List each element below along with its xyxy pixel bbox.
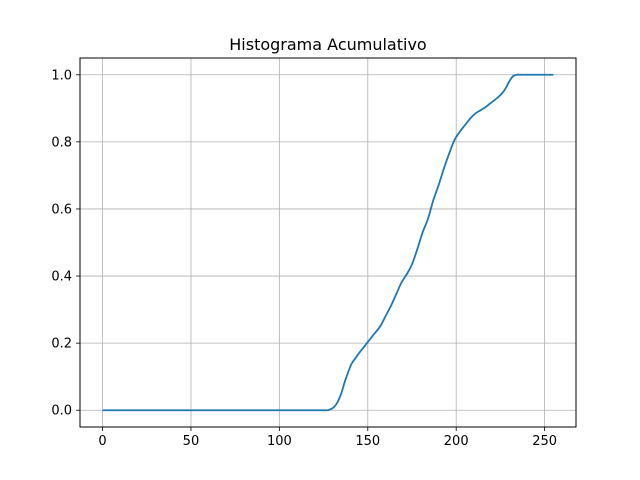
y-axis-ticks: 0.0 0.2 0.4 0.6 0.8 1.0 bbox=[51, 68, 80, 419]
x-tick-label: 50 bbox=[183, 434, 200, 449]
x-tick-label: 250 bbox=[532, 434, 557, 449]
y-tick-label: 0.2 bbox=[51, 337, 72, 352]
y-tick-label: 0.8 bbox=[51, 135, 72, 150]
y-tick-label: 0.4 bbox=[51, 270, 72, 285]
series-layer bbox=[102, 73, 554, 412]
x-tick-label: 100 bbox=[267, 434, 292, 449]
chart-title: Histograma Acumulativo bbox=[229, 35, 426, 54]
plot-frame bbox=[79, 57, 577, 428]
x-tick-label: 150 bbox=[355, 434, 380, 449]
cumulative-series-line bbox=[102, 73, 554, 412]
x-tick-label: 200 bbox=[444, 434, 469, 449]
y-tick-label: 0.6 bbox=[51, 202, 72, 217]
y-tick-label: 1.0 bbox=[51, 68, 72, 83]
x-tick-label: 0 bbox=[98, 434, 106, 449]
y-tick-label: 0.0 bbox=[51, 404, 72, 419]
x-axis-ticks: 0 50 100 150 200 250 bbox=[98, 427, 557, 449]
